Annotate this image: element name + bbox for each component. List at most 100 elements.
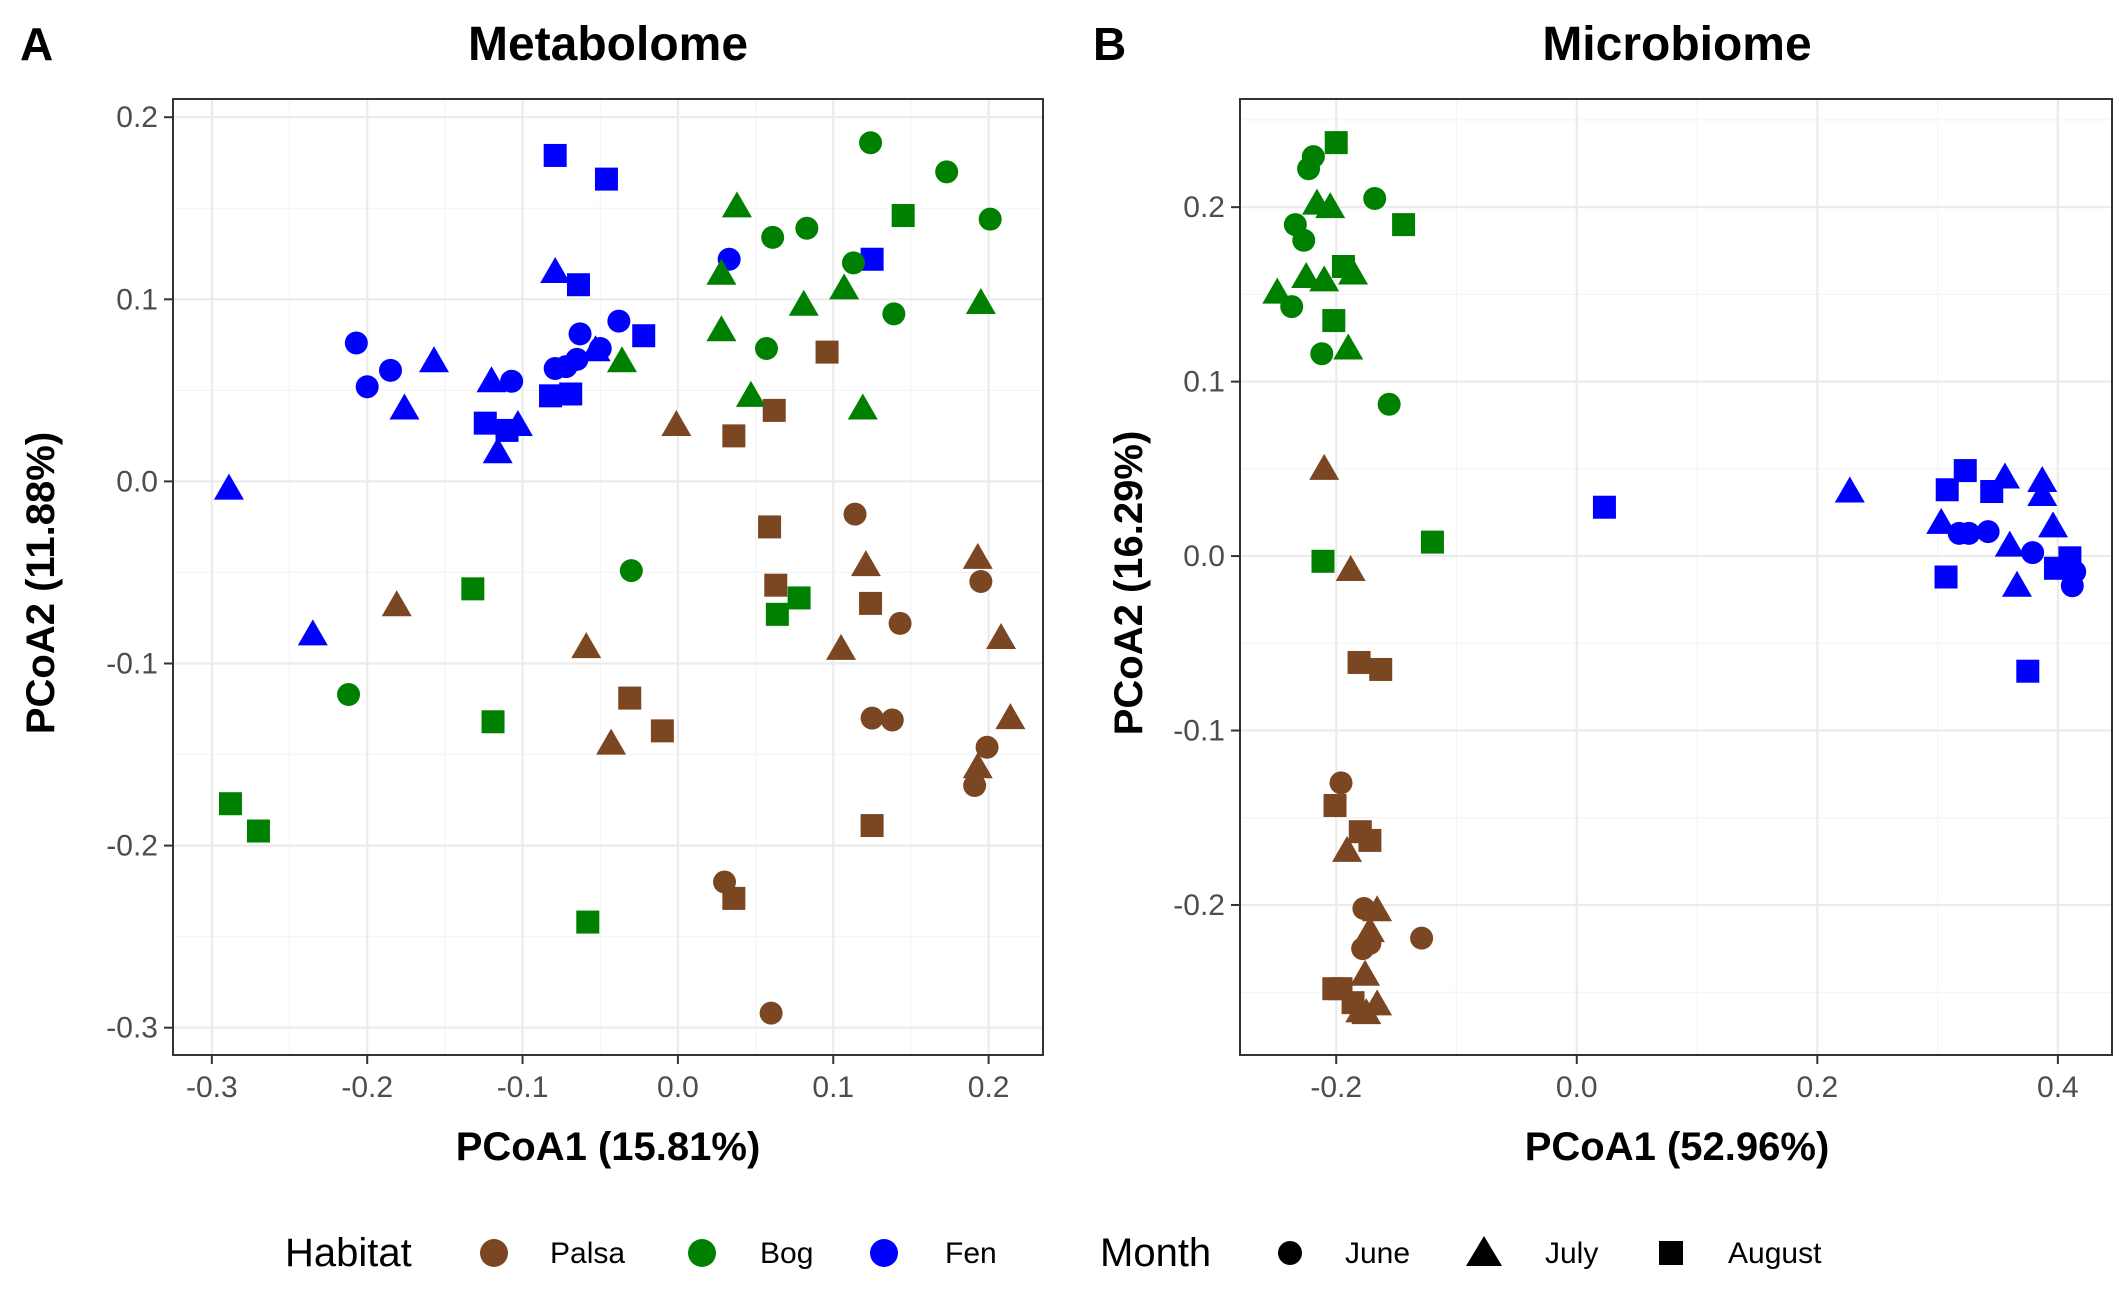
panel-a-point-bog-june: [754, 336, 778, 360]
panel-b-x-axis-title: PCoA1 (52.96%): [1525, 1125, 1830, 1169]
panel-a-point-fen-august: [559, 382, 583, 406]
panel-a: A Metabolome -0.3 -0.2 -0.1 0.0 0.1 0.2-0.3-0…: [19, 18, 1044, 1169]
panel-a-point-fen-june: [379, 358, 402, 382]
panel-a-point-fen-june: [568, 322, 592, 346]
panel-b-point-palsa-june: [1351, 937, 1375, 961]
panel-a-point-bog-july: [829, 273, 860, 300]
panel-b-point-bog-august: [1392, 213, 1416, 237]
panel-a-point-fen-july: [389, 393, 420, 420]
panel-a-point-palsa-july: [962, 752, 993, 779]
panel-b-y-tick-label: 0.1: [1183, 366, 1225, 399]
panel-b-point-bog-july: [1338, 258, 1369, 285]
panel-b-x-tick-label: 0.2: [1796, 1071, 1838, 1104]
legend-habitat-title: Habitat: [285, 1231, 412, 1275]
panel-a-point-palsa-june: [843, 502, 867, 526]
panel-b-point-bog-august: [1311, 549, 1335, 573]
panel-a-point-fen-august: [543, 143, 567, 167]
panel-a-point-palsa-june: [888, 611, 912, 635]
panel-b-point-fen-june: [2021, 541, 2045, 565]
panel-b-point-fen-june: [1976, 520, 2000, 544]
panel-a-point-fen-august: [860, 247, 884, 271]
panel-a-point-fen-june: [355, 375, 379, 399]
panel-b-point-bog-august: [1420, 530, 1444, 554]
panel-b-y-tick-label: -0.2: [1173, 889, 1225, 922]
panel-b-point-fen-august: [2043, 556, 2067, 580]
panel-b-point-palsa-july: [1309, 453, 1340, 480]
panel-b-point-palsa-august: [1323, 794, 1347, 818]
panel-b-point-palsa-june: [1410, 926, 1434, 950]
panel-a-point-palsa-july: [381, 590, 412, 617]
panel-a-point-palsa-august: [722, 886, 746, 910]
panel-a-point-palsa-june: [759, 1001, 783, 1025]
panel-b-point-bog-july: [1291, 261, 1322, 288]
legend-bog-swatch: [688, 1239, 716, 1267]
panel-b-point-bog-july: [1333, 333, 1364, 360]
legend-palsa-label: Palsa: [550, 1237, 625, 1270]
panel-a-point-palsa-august: [815, 340, 839, 364]
legend-july-triangle-icon: [1466, 1236, 1502, 1266]
panel-a-point-fen-july: [213, 473, 244, 500]
panel-a-point-palsa-july: [986, 623, 1017, 650]
panel-a-point-palsa-july: [962, 542, 993, 569]
panel-b-point-palsa-july: [1335, 555, 1366, 582]
panel-a-y-axis-title: PCoA2 (11.88%): [19, 432, 63, 734]
panel-a-point-bog-july: [706, 258, 737, 285]
panel-a-point-palsa-august: [722, 424, 746, 448]
panel-a-point-palsa-august: [764, 573, 788, 597]
panel-b-point-bog-july: [1309, 265, 1340, 292]
panel-a-point-palsa-june: [880, 708, 904, 732]
panel-b-x-tick-label: -0.2: [1310, 1071, 1362, 1104]
panel-b-point-palsa-july: [1351, 998, 1382, 1025]
panel-letter-a: A: [20, 18, 53, 70]
panel-b-point-bog-july: [1262, 277, 1293, 304]
panel-a-point-palsa-july: [661, 409, 692, 436]
panel-a-point-fen-june: [344, 331, 368, 355]
panel-b-point-palsa-august: [1369, 657, 1393, 681]
panel-b-point-fen-july: [2027, 466, 2058, 493]
legend-month-title: Month: [1100, 1231, 1211, 1275]
panel-b-point-fen-august: [2016, 659, 2040, 683]
panel-a-point-palsa-july: [826, 633, 857, 660]
panel-b-point-palsa-july: [1362, 895, 1393, 922]
panel-b-point-palsa-july: [1332, 835, 1363, 862]
panel-a-point-palsa-july: [571, 632, 602, 659]
panel-b-point-fen-july: [2038, 511, 2069, 538]
panel-a-point-fen-august: [495, 418, 519, 442]
panel-b-point-palsa-june: [1329, 771, 1353, 795]
panel-b-point-fen-july: [1834, 476, 1865, 503]
panel-a-point-bog-june: [795, 216, 819, 240]
panel-b-title: Microbiome: [1542, 18, 1811, 71]
panel-b-x-tick-label: 0.4: [2037, 1071, 2079, 1104]
panel-b-point-bog-august: [1324, 131, 1348, 155]
panel-a-x-tick-label: 0.0: [657, 1071, 699, 1104]
legend-july-label: July: [1545, 1237, 1598, 1270]
legend-bog-label: Bog: [760, 1237, 813, 1270]
panel-a-point-fen-august: [594, 167, 618, 191]
panel-b-point-bog-june: [1280, 295, 1304, 319]
panel-a-point-bog-july: [721, 191, 752, 218]
panel-a-title: Metabolome: [468, 18, 748, 71]
panel-a-point-palsa-august: [859, 591, 883, 615]
panel-a-point-fen-july: [540, 256, 571, 283]
panel-letter-b: B: [1093, 18, 1126, 70]
panel-a-point-bog-august: [576, 910, 600, 934]
panel-a-point-bog-july: [788, 289, 819, 316]
legend-august-label: August: [1728, 1237, 1822, 1270]
panel-b-y-tick-label: 0.0: [1183, 540, 1225, 573]
panel-a-point-bog-july: [735, 380, 766, 407]
panel-a-point-fen-august: [632, 324, 656, 348]
panel-a-y-tick-label: 0.1: [116, 283, 158, 316]
panel-b-point-bog-june: [1292, 228, 1316, 252]
panel-a-point-fen-august: [566, 273, 590, 297]
panel-b-x-tick-label: 0.0: [1556, 1071, 1598, 1104]
panel-b: B Microbiome -0.2 0.0 0.2 0.4 -0.2 -0.1 0.0 0.1…: [1093, 18, 2113, 1169]
panel-a-point-palsa-july: [850, 550, 881, 577]
panel-a-point-bog-august: [461, 577, 485, 601]
legend-fen-swatch: [870, 1239, 898, 1267]
panel-b-point-bog-august: [1322, 309, 1346, 333]
panel-b-point-bog-june: [1377, 392, 1401, 416]
panel-a-point-palsa-august: [762, 398, 786, 422]
panel-a-point-fen-july: [419, 346, 449, 373]
panel-a-point-fen-june: [543, 357, 567, 381]
panel-b-point-fen-august: [1934, 565, 1958, 589]
